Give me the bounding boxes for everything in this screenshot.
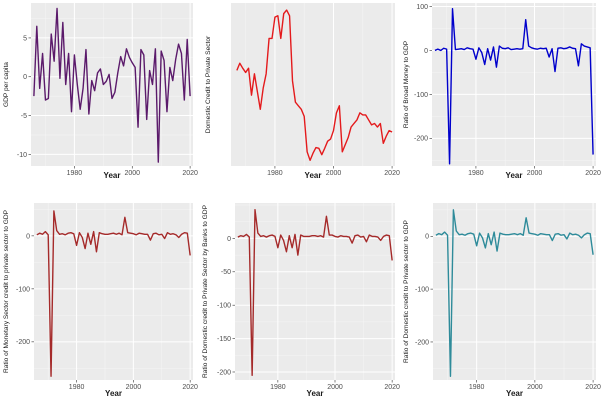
- x-tick-label: 1980: [267, 170, 283, 177]
- x-tick-label: 1980: [67, 170, 83, 177]
- x-tick-label: 1980: [468, 170, 484, 177]
- y-tick-label: -50: [221, 269, 231, 276]
- panel-monetary-sector-credit: 0 -100 -200 1980 2000 2020 Year Ratio of Moneta…: [3, 203, 198, 398]
- y-tick-label: 0: [23, 74, 27, 81]
- x-tick-label: 2000: [326, 170, 342, 177]
- panel-domestic-credit: 1980 2000 2020 Year Domestic Credit to Priva…: [205, 3, 400, 180]
- y-tick-label: -200: [217, 369, 231, 376]
- plot-background: [235, 203, 395, 380]
- y-axis-title: Ratio of Domestic credit to Private sect…: [403, 219, 410, 363]
- series-line: [36, 210, 191, 377]
- y-tick-label: -10: [17, 152, 27, 159]
- x-tick-label: 1980: [469, 384, 485, 391]
- y-tick-label: -200: [415, 339, 429, 346]
- x-tick-label: 1980: [270, 384, 286, 391]
- y-axis-title: Ratio of Domestic credit to Private Sect…: [202, 204, 209, 378]
- plot-background: [432, 3, 596, 166]
- y-tick-label: -5: [21, 113, 27, 120]
- panel-broad-money: 100 0 -100 -200 1980 2000 2020 Year Ratio of Bro…: [403, 3, 601, 180]
- y-tick-label: -200: [16, 339, 30, 346]
- y-axis-title: GDP per capita: [3, 62, 10, 107]
- x-tick-label: 1980: [69, 384, 85, 391]
- x-tick-label: 2000: [124, 170, 140, 177]
- panel-domestic-credit-ratio: 0 -100 -200 1980 2000 2020 Year Ratio of Domest…: [403, 203, 601, 398]
- y-axis-title: Ratio of Monetary Sector credit to priva…: [3, 209, 10, 373]
- x-axis-title: Year: [305, 171, 322, 180]
- series-line: [237, 208, 393, 377]
- x-axis-title: Year: [307, 389, 324, 398]
- x-axis-title: Year: [105, 389, 122, 398]
- x-axis-title: Year: [506, 389, 523, 398]
- y-tick-label: -100: [414, 92, 428, 99]
- y-tick-label: 0: [425, 234, 429, 241]
- x-axis-title: Year: [506, 171, 523, 180]
- series-line: [434, 8, 594, 165]
- y-axis-title: Domestic Credit to Private Sector: [205, 35, 212, 133]
- y-tick-label: -100: [415, 287, 429, 294]
- x-tick-label: 2020: [585, 170, 601, 177]
- x-tick-label: 2000: [527, 170, 543, 177]
- panel-gdp-per-capita: 5 0 -5 -10 1980 2000 2020 Year GDP per capita: [3, 3, 198, 180]
- x-axis-title: Year: [104, 171, 121, 180]
- y-tick-label: 0: [424, 48, 428, 55]
- y-tick-label: 5: [23, 35, 27, 42]
- y-tick-label: -200: [414, 136, 428, 143]
- panel-bank-credit: 0 -50 -100 -150 -200 1980 2000 2020 Year Ratio of…: [202, 203, 400, 398]
- x-tick-label: 2020: [182, 384, 198, 391]
- y-tick-label: -150: [217, 336, 231, 343]
- y-tick-label: 100: [416, 4, 428, 11]
- x-tick-label: 2020: [585, 384, 601, 391]
- x-tick-label: 2020: [384, 384, 400, 391]
- y-axis-title: Ratio of Broad Money to GDP: [403, 40, 410, 128]
- x-tick-label: 2000: [327, 384, 343, 391]
- x-tick-label: 2020: [182, 170, 198, 177]
- series-line: [236, 9, 393, 162]
- y-tick-label: -100: [217, 303, 231, 310]
- plot-background: [231, 3, 395, 166]
- x-tick-label: 2000: [126, 384, 142, 391]
- y-tick-label: -100: [16, 286, 30, 293]
- x-tick-label: 2020: [384, 170, 400, 177]
- series-line: [33, 7, 191, 163]
- plot-background: [433, 203, 596, 380]
- x-tick-label: 2000: [527, 384, 543, 391]
- y-tick-label: 0: [227, 236, 231, 243]
- series-line: [435, 209, 594, 377]
- y-tick-label: 0: [26, 233, 30, 240]
- plot-background: [34, 203, 193, 380]
